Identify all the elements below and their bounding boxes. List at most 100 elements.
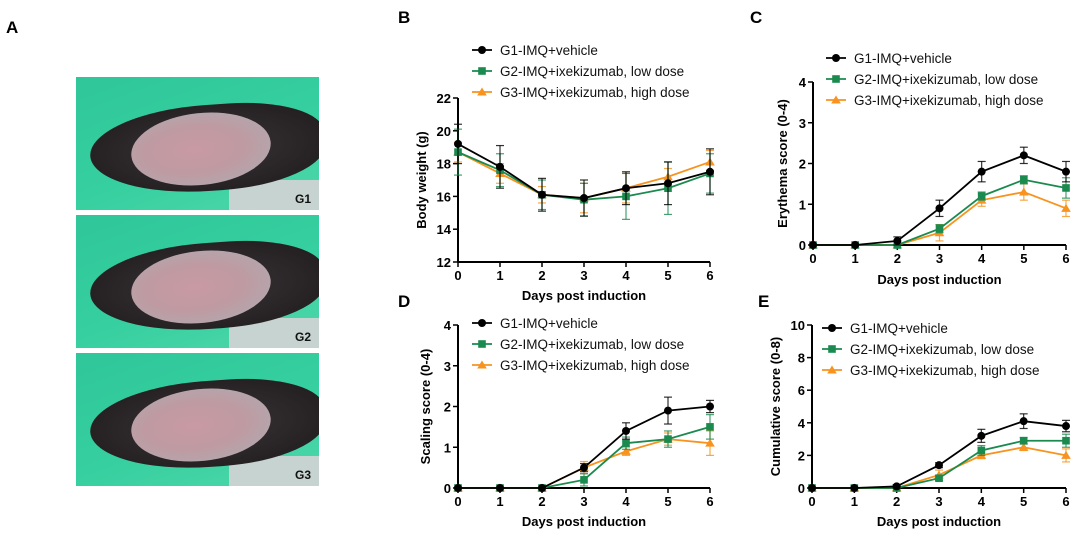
- circle-marker: [454, 484, 462, 492]
- x-axis-title: Days post induction: [522, 514, 646, 529]
- circle-marker: [496, 162, 504, 171]
- x-tick-label: 1: [496, 268, 503, 283]
- circle-marker: [808, 484, 816, 492]
- legend-label: G2-IMQ+ixekizumab, low dose: [850, 342, 1034, 357]
- x-tick-label: 4: [622, 494, 630, 509]
- legend-label: G1-IMQ+vehicle: [500, 316, 598, 331]
- series-1: [454, 123, 714, 217]
- x-tick-label: 6: [1062, 494, 1069, 509]
- x-tick-label: 2: [893, 494, 900, 509]
- circle-marker: [851, 241, 860, 249]
- circle-marker: [977, 431, 986, 440]
- circle-marker: [828, 324, 836, 332]
- legend-label: G3-IMQ+ixekizumab, high dose: [850, 363, 1039, 378]
- x-tick-label: 4: [978, 494, 986, 509]
- triangle-marker: [477, 87, 487, 96]
- square-marker: [977, 446, 986, 455]
- legend-item: G3-IMQ+ixekizumab, high dose: [472, 85, 689, 100]
- legend-item: G2-IMQ+ixekizumab, low dose: [472, 337, 684, 352]
- y-tick-label: 16: [437, 189, 451, 204]
- circle-marker: [850, 484, 859, 492]
- y-tick-label: 3: [799, 116, 806, 131]
- triangle-marker: [1061, 450, 1071, 459]
- y-tick-label: 3: [444, 359, 451, 374]
- x-tick-label: 1: [851, 494, 858, 509]
- chart-d: 0 1 2 3 4 0 1 2 3 4 5 6 Days post induction Scaling s…: [418, 316, 715, 529]
- legend-label: G3-IMQ+ixekizumab, high dose: [500, 358, 689, 373]
- y-axis-title: Scaling score (0-4): [418, 349, 433, 465]
- legend: G1-IMQ+vehicle G2-IMQ+ixekizumab, low dos…: [826, 51, 1043, 108]
- photo-g1: G1: [76, 77, 319, 210]
- x-tick-label: 3: [935, 494, 942, 509]
- square-marker: [1062, 436, 1070, 445]
- x-tick-label: 4: [978, 251, 986, 266]
- triangle-marker: [827, 365, 837, 374]
- x-tick-label: 0: [809, 251, 816, 266]
- legend-item: G3-IMQ+ixekizumab, high dose: [826, 93, 1043, 108]
- legend: G1-IMQ+vehicle G2-IMQ+ixekizumab, low dos…: [822, 321, 1039, 378]
- y-tick-label: 8: [798, 351, 805, 366]
- photo-g3: G3: [76, 353, 319, 486]
- y-tick-label: 4: [799, 75, 807, 90]
- x-tick-label: 5: [1020, 494, 1027, 509]
- square-marker: [580, 476, 588, 484]
- y-tick-label: 1: [444, 440, 451, 455]
- circle-marker: [935, 204, 944, 213]
- circle-marker: [538, 484, 546, 492]
- circle-marker: [706, 167, 714, 176]
- triangle-marker: [621, 446, 631, 455]
- triangle-marker: [1019, 187, 1029, 196]
- circle-marker: [622, 184, 630, 193]
- circle-marker: [580, 463, 588, 472]
- square-marker: [935, 474, 943, 483]
- legend-label: G1-IMQ+vehicle: [854, 51, 952, 66]
- circle-marker: [538, 190, 546, 199]
- circle-marker: [977, 167, 986, 176]
- x-tick-label: 1: [496, 494, 503, 509]
- x-tick-label: 2: [538, 494, 545, 509]
- circle-marker: [892, 482, 901, 491]
- circle-marker: [706, 402, 714, 411]
- circle-marker: [496, 484, 504, 492]
- legend: G1-IMQ+vehicle G2-IMQ+ixekizumab, low dos…: [472, 43, 689, 100]
- y-axis-title: Cumulative score (0-8): [768, 337, 783, 476]
- x-tick-label: 3: [936, 251, 943, 266]
- x-axis-title: Days post induction: [877, 272, 1001, 287]
- triangle-marker: [477, 360, 487, 369]
- legend-item: G1-IMQ+vehicle: [472, 43, 598, 58]
- x-tick-label: 0: [454, 268, 461, 283]
- x-tick-label: 0: [454, 494, 461, 509]
- circle-marker: [1019, 417, 1028, 426]
- legend: G1-IMQ+vehicle G2-IMQ+ixekizumab, low dos…: [472, 316, 689, 373]
- series-1: [454, 396, 714, 492]
- square-marker: [935, 224, 944, 233]
- circle-marker: [580, 194, 588, 203]
- y-tick-label: 12: [437, 255, 451, 270]
- legend-label: G1-IMQ+vehicle: [850, 321, 948, 336]
- x-tick-label: 5: [664, 494, 671, 509]
- y-tick-label: 4: [798, 416, 806, 431]
- legend-label: G2-IMQ+ixekizumab, low dose: [500, 337, 684, 352]
- panel-label-d: D: [398, 292, 411, 311]
- x-tick-label: 2: [538, 268, 545, 283]
- panel-label-b: B: [398, 8, 411, 27]
- circle-marker: [478, 46, 486, 54]
- y-tick-label: 22: [437, 91, 451, 106]
- circle-marker: [664, 406, 672, 415]
- x-tick-label: 6: [1062, 251, 1069, 266]
- series-2: [454, 414, 714, 492]
- x-tick-label: 0: [808, 494, 815, 509]
- triangle-marker: [705, 438, 715, 447]
- series-1: [809, 146, 1070, 249]
- y-tick-label: 0: [799, 238, 806, 253]
- y-tick-label: 0: [444, 481, 451, 496]
- legend-label: G2-IMQ+ixekizumab, low dose: [854, 72, 1038, 87]
- x-tick-label: 5: [664, 268, 671, 283]
- circle-marker: [622, 426, 630, 435]
- square-marker: [828, 345, 836, 353]
- square-marker: [1019, 436, 1028, 445]
- x-axis-title: Days post induction: [522, 288, 646, 303]
- x-axis-title: Days post induction: [877, 514, 1001, 529]
- legend-item: G2-IMQ+ixekizumab, low dose: [826, 72, 1038, 87]
- chart-c: 0 1 2 3 4 0 1 2 3 4 5 6 Days post induction Erythema …: [775, 51, 1071, 287]
